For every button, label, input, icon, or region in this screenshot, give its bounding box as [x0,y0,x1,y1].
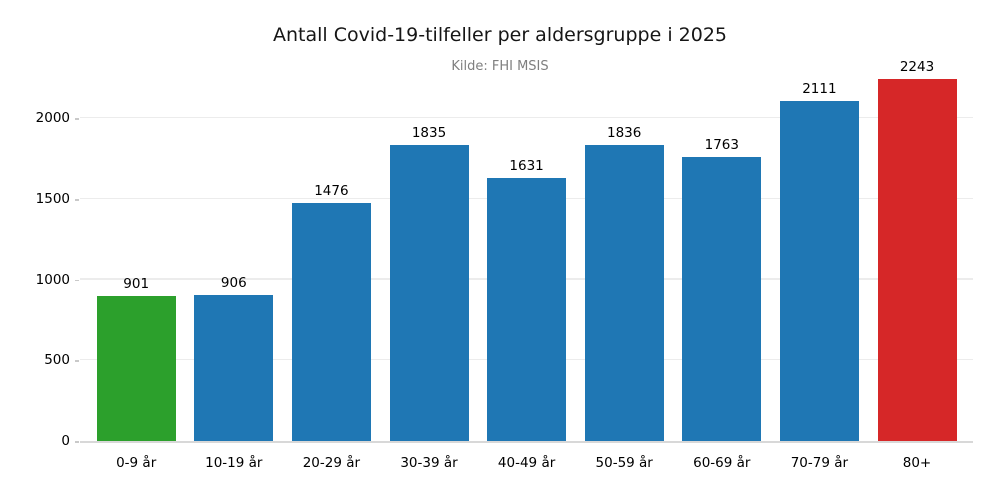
bar-value-label: 901 [123,275,150,292]
bar-value-label: 1631 [509,157,544,174]
y-tick-mark [75,360,79,362]
bar-value-label: 906 [220,274,247,291]
bar-0-9 år [96,295,176,441]
y-tick-label: 1000 [35,271,70,288]
x-tick-label: 60-69 år [693,455,751,471]
y-tick-label: 2000 [35,110,70,127]
bar-60-69 år [682,156,762,441]
bar-value-label: 1476 [314,182,349,199]
y-tick-label: 1500 [35,191,70,208]
bar-value-label: 1836 [607,124,642,141]
bar-30-39 år [389,145,469,441]
x-tick-label: 10-19 år [205,455,263,471]
y-tick-mark [75,279,79,282]
bar-40-49 år [487,177,567,441]
x-tick-label: 50-59 år [595,455,653,471]
plot-area: 901 906 1476 1835 1631 1836 1763 2111 2243 [80,58,973,443]
x-tick-label: 40-49 år [497,455,556,471]
gridline [80,116,973,119]
bar-value-label: 2243 [899,59,935,76]
bar-50-59 år [584,144,664,441]
y-tick-mark [75,118,79,120]
bar-80+ [877,79,957,441]
bar-value-label: 2111 [802,80,837,97]
y-tick-mark [75,441,79,443]
bar-value-label: 1763 [704,136,739,153]
chart-subtitle: Kilde: FHI MSIS [451,59,549,74]
y-tick-label: 500 [44,352,70,369]
x-tick-label: 20-29 år [302,455,361,471]
x-tick-label: 30-39 år [400,455,458,471]
bar-70-79 år [779,100,859,441]
bar-value-label: 1835 [411,125,447,142]
y-tick-mark [75,199,79,201]
chart-title: Antall Covid-19-tilfeller per aldersgrup… [273,24,727,46]
bar-20-29 år [291,202,371,441]
x-tick-label: 70-79 år [790,455,849,471]
x-tick-label: 0-9 år [116,455,157,471]
y-tick-label: 0 [61,433,70,449]
x-tick-label: 80+ [902,455,932,471]
bar-10-19 år [194,294,274,441]
